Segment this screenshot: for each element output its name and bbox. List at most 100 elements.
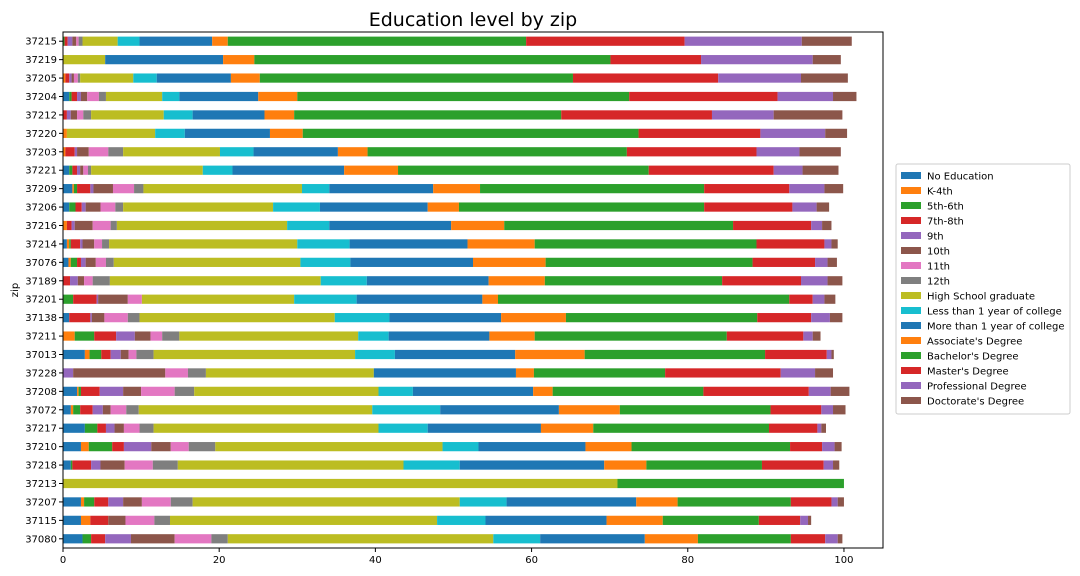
bar-37209-series-0 [63,184,73,194]
bar-37204-series-13 [629,91,778,102]
bar-37204-series-5 [80,91,88,102]
legend-label: Doctorate's Degree [927,397,1024,408]
bar-37138-series-3 [69,313,91,323]
bar-37204-series-9 [162,91,180,102]
bar-37189-series-10 [366,276,489,286]
bar-37209-series-12 [480,184,705,194]
bar-37013-series-5 [120,349,129,360]
legend-swatch [901,187,921,194]
bar-37206-series-5 [85,202,101,212]
bar-37217-series-13 [768,423,818,433]
bar-37218-series-3 [72,460,92,470]
y-tick-label: 37207 [25,497,57,508]
bar-37210-series-4 [123,442,152,452]
bar-37080-series-15 [837,534,843,544]
bar-37189-series-7 [92,276,110,286]
legend-label: 5th-6th [927,202,964,213]
y-tick-label: 37072 [25,405,57,416]
y-tick-label: 37219 [25,55,57,66]
bar-37207-series-11 [636,497,678,507]
bar-37215-series-10 [139,36,213,46]
bar-37080-series-13 [790,534,826,544]
bar-37209-series-15 [824,184,844,194]
bar-37080-series-6 [174,534,212,544]
bar-37138-series-11 [501,313,566,323]
legend-label: Less than 1 year of college [927,307,1062,318]
bar-37211-series-8 [179,331,359,341]
bar-37205-series-8 [80,73,134,83]
y-tick-label: 37201 [25,295,57,306]
bar-37215-series-3 [64,36,68,46]
x-axis: 0 20 40 60 80 100 [60,548,853,566]
legend-swatch [901,232,921,239]
bar-37208-series-1 [77,386,79,396]
bar-37013-series-10 [394,349,516,360]
bar-37207-series-9 [459,497,507,507]
bar-37203-series-13 [626,147,757,157]
bar-37080-series-9 [493,534,541,544]
bar-37211-series-15 [812,331,821,341]
legend-swatch [901,247,921,254]
bar-37013-series-7 [136,349,154,360]
bar-37212-series-15 [773,110,843,120]
legend-label: K-4th [927,187,953,198]
bar-37203-series-1 [63,147,66,157]
bar-37013-series-0 [63,349,85,360]
bar-37216-series-3 [66,220,72,231]
bar-37072-series-12 [619,405,771,415]
bar-37203-series-4 [74,147,78,157]
legend-swatch [901,367,921,374]
legend-swatch [901,292,921,299]
legend-swatch [901,217,921,224]
x-tick-label: 20 [213,555,226,566]
bar-37215-series-8 [82,36,118,46]
bar-37138-series-4 [90,313,92,323]
bar-37080-series-3 [91,534,106,544]
bar-37219-series-13 [610,55,702,65]
bar-37204-series-4 [77,91,81,102]
bar-37207-series-3 [94,497,109,507]
bar-37080-series-4 [105,534,131,544]
bar-37206-series-7 [115,202,124,212]
bar-37214-series-0 [63,239,67,249]
bar-37080-series-12 [697,534,791,544]
bar-37210-series-8 [215,442,443,452]
bar-37206-series-2 [69,202,76,212]
bar-37207-series-7 [170,497,193,507]
bar-37076-series-1 [68,257,71,267]
bar-37205-series-12 [259,73,573,83]
bar-37212-series-7 [83,110,92,120]
bar-37214-series-3 [70,239,81,249]
y-tick-label: 37203 [25,147,57,158]
bar-37209-series-4 [90,184,94,194]
bar-37204-series-6 [87,91,99,102]
bar-37201-series-4 [96,294,99,304]
bar-37221-series-8 [91,165,203,175]
bar-group [63,36,857,544]
bar-37211-series-11 [489,331,535,341]
bar-37076-series-14 [815,257,828,267]
bar-37210-series-14 [822,442,835,452]
bar-37072-series-4 [92,405,103,415]
bar-37208-series-2 [78,386,81,396]
bar-37207-series-4 [108,497,124,507]
bar-37221-series-13 [648,165,774,175]
plot-frame [62,31,884,549]
bar-37076-series-11 [473,257,546,267]
y-tick-label: 37210 [25,442,57,453]
bar-37080-series-2 [82,534,92,544]
bar-37138-series-5 [91,313,105,323]
bar-37215-series-12 [227,36,527,46]
bar-37203-series-6 [88,147,109,157]
bar-37214-series-12 [534,239,757,249]
bar-37216-series-1 [63,220,67,231]
bar-37206-series-14 [792,202,817,212]
bar-37208-series-14 [808,386,831,396]
legend-label: 11th [927,262,950,273]
bar-37209-series-6 [112,184,135,194]
bar-37138-series-6 [104,313,128,323]
bar-37212-series-10 [192,110,265,120]
bar-37206-series-10 [319,202,428,212]
bar-37080-series-7 [211,534,228,544]
